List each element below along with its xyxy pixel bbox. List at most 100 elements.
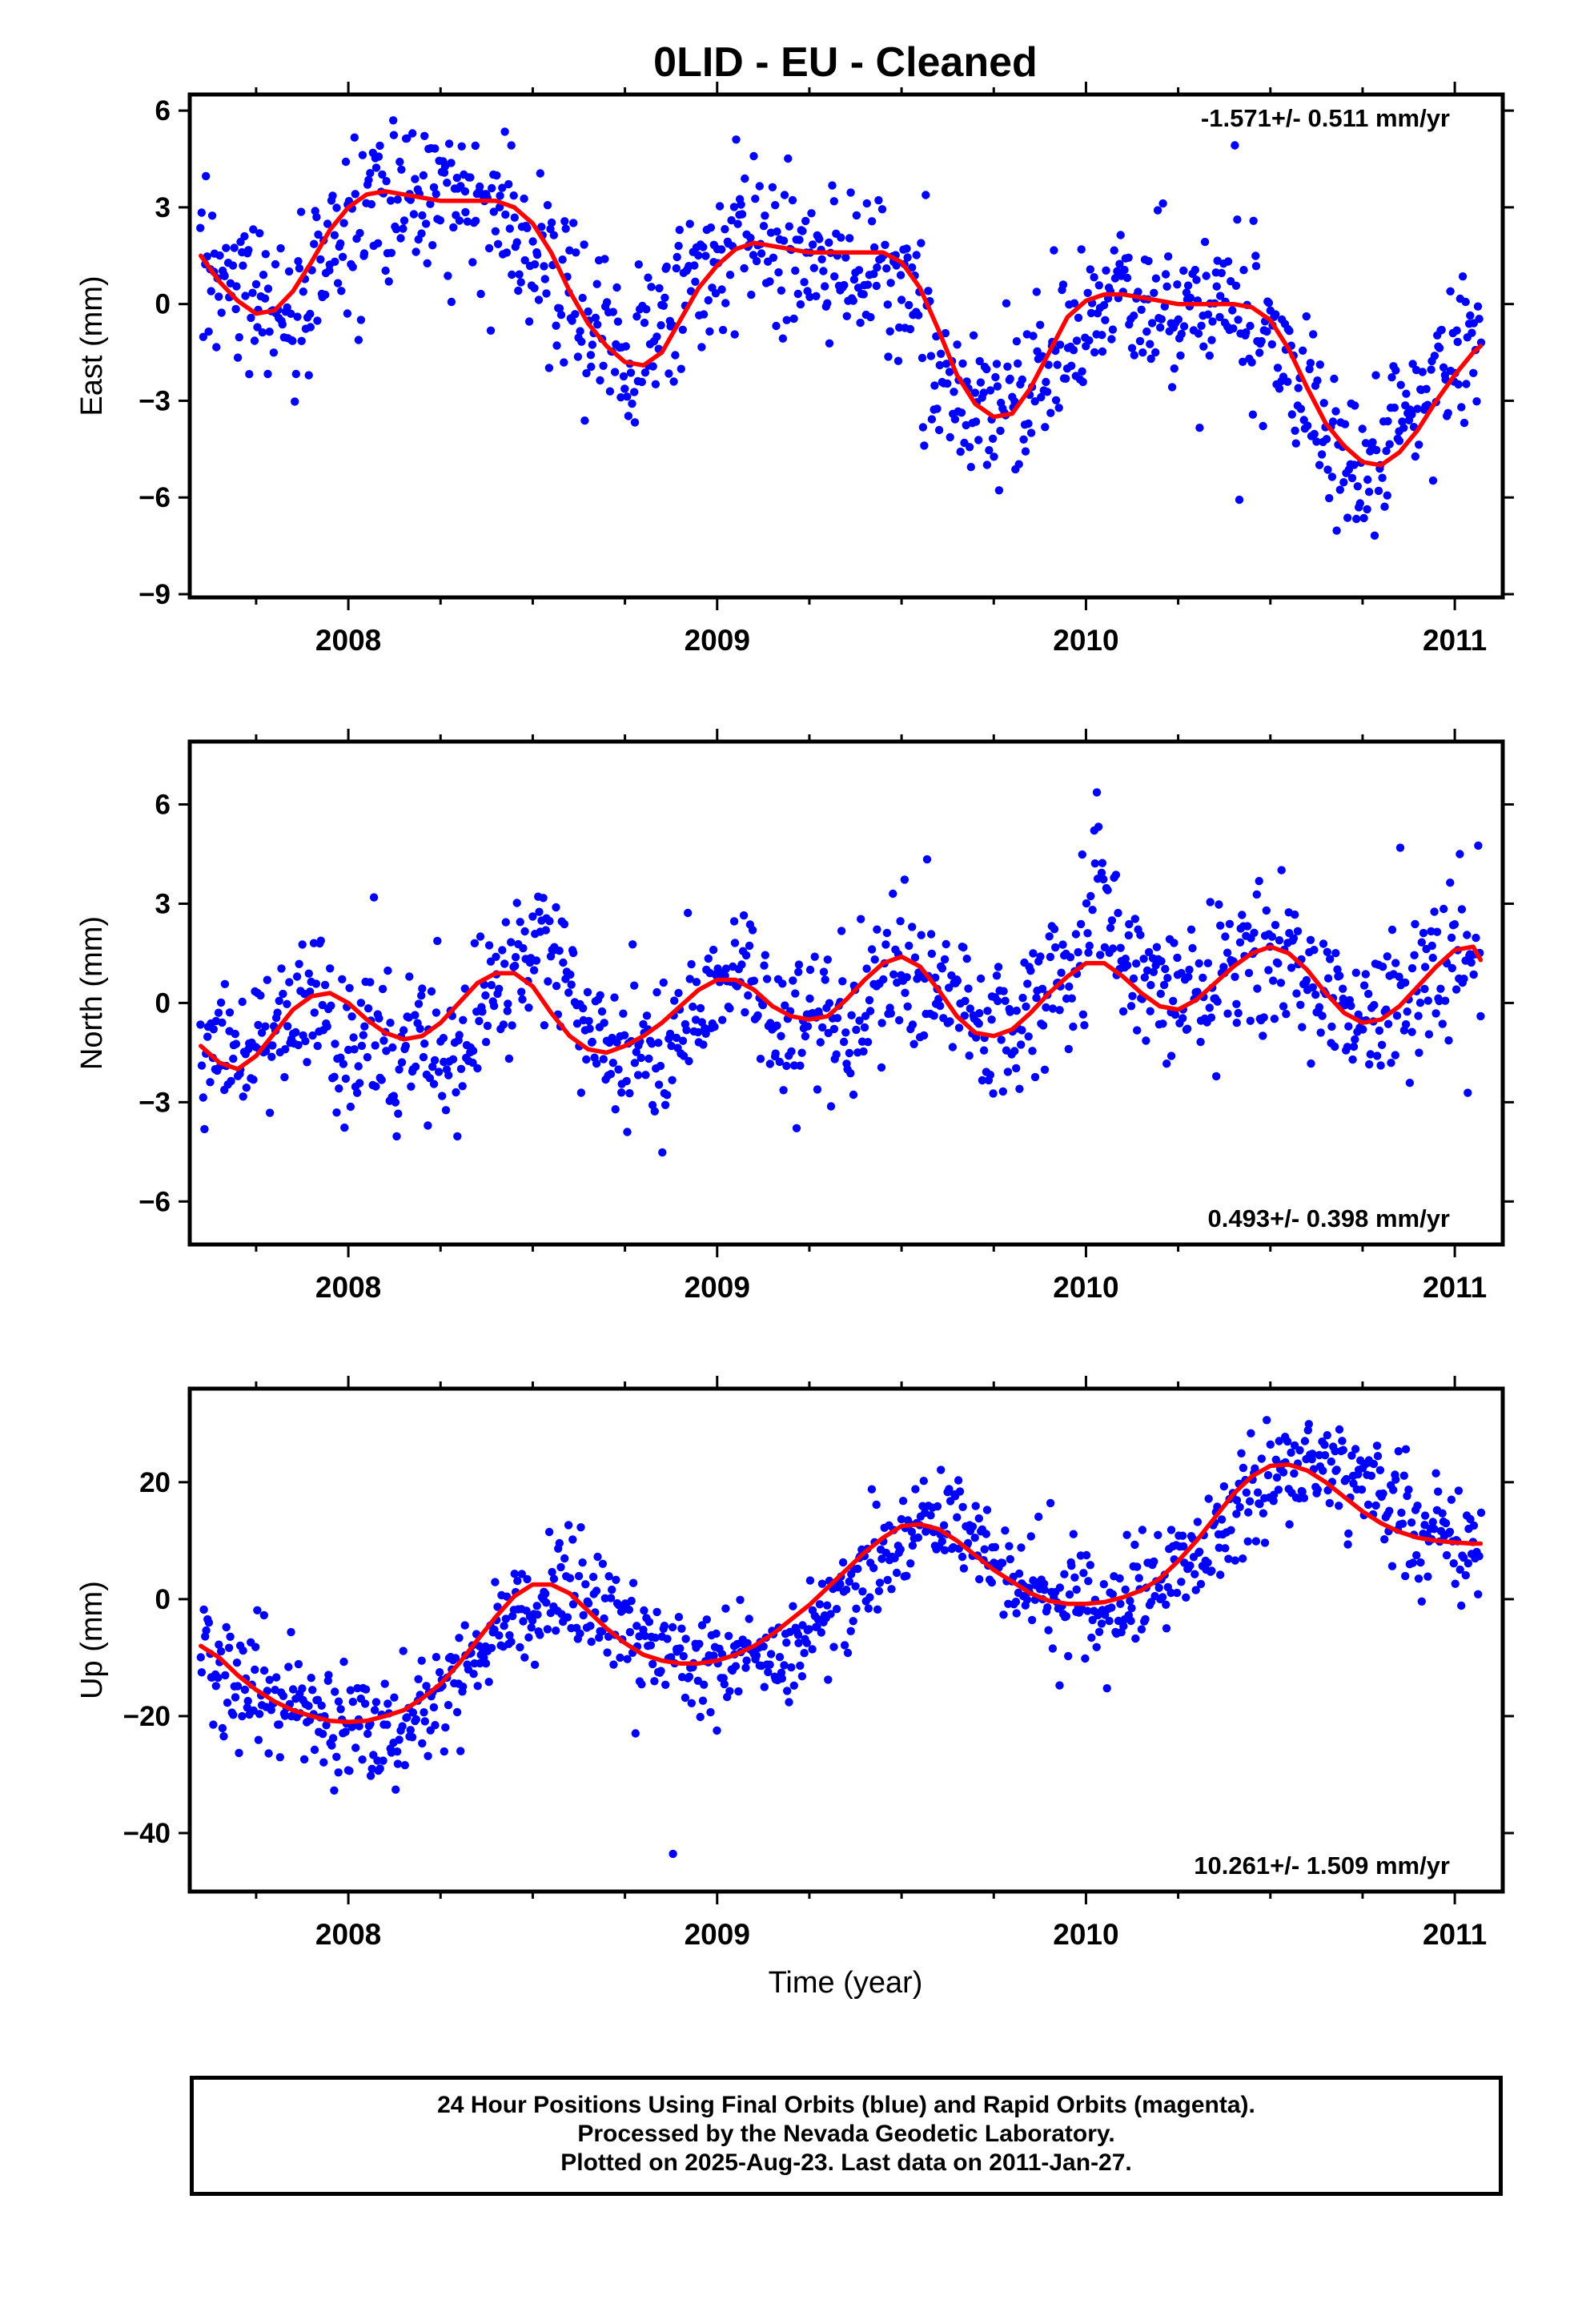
data-point bbox=[441, 1106, 451, 1115]
data-point bbox=[1326, 955, 1335, 963]
data-point bbox=[444, 139, 454, 148]
data-point bbox=[630, 1059, 640, 1068]
data-point bbox=[1163, 974, 1172, 983]
data-point bbox=[1086, 265, 1095, 274]
data-point bbox=[781, 1001, 789, 1010]
data-point bbox=[441, 1723, 450, 1732]
data-point bbox=[1114, 1616, 1123, 1626]
data-point bbox=[1174, 315, 1183, 324]
data-point bbox=[240, 231, 249, 241]
data-point bbox=[1215, 1543, 1223, 1552]
data-point bbox=[216, 1647, 226, 1656]
data-point bbox=[1437, 325, 1446, 335]
data-point bbox=[396, 234, 405, 243]
data-point bbox=[1070, 299, 1079, 308]
data-point bbox=[536, 1630, 544, 1639]
data-point bbox=[996, 426, 1005, 436]
data-point bbox=[887, 1585, 896, 1594]
data-point bbox=[401, 1041, 410, 1051]
data-point bbox=[1088, 1615, 1097, 1625]
data-point bbox=[718, 325, 728, 335]
data-point bbox=[892, 1568, 901, 1578]
data-point bbox=[805, 292, 814, 301]
data-point bbox=[1111, 870, 1121, 879]
data-point bbox=[709, 945, 718, 955]
data-point bbox=[1162, 1600, 1170, 1610]
data-point bbox=[336, 1705, 345, 1714]
data-point bbox=[539, 894, 548, 903]
data-point bbox=[229, 1711, 238, 1719]
data-point bbox=[592, 1586, 601, 1595]
data-point bbox=[933, 404, 942, 413]
data-point bbox=[627, 1596, 636, 1606]
data-point bbox=[556, 311, 566, 320]
data-point bbox=[1257, 1454, 1267, 1463]
data-point bbox=[408, 1733, 417, 1742]
data-point bbox=[1439, 363, 1448, 372]
data-point bbox=[1299, 1494, 1309, 1502]
data-point bbox=[392, 1132, 401, 1141]
data-point bbox=[619, 372, 628, 381]
data-point bbox=[277, 964, 286, 973]
data-point bbox=[1348, 1055, 1357, 1064]
data-point bbox=[1086, 1561, 1095, 1570]
data-point bbox=[1083, 1606, 1092, 1615]
data-point bbox=[1188, 943, 1197, 953]
data-point bbox=[783, 1687, 792, 1695]
data-point bbox=[1088, 906, 1097, 915]
data-point bbox=[882, 928, 892, 938]
data-point bbox=[501, 210, 510, 219]
data-point bbox=[1383, 491, 1392, 500]
data-point bbox=[1012, 1063, 1021, 1073]
data-point bbox=[1401, 1571, 1410, 1581]
data-point bbox=[1355, 499, 1365, 508]
data-point bbox=[508, 270, 516, 279]
data-point bbox=[199, 332, 208, 341]
data-point bbox=[472, 216, 480, 225]
data-point bbox=[255, 229, 264, 238]
data-point bbox=[1380, 1535, 1389, 1544]
data-point bbox=[211, 1682, 220, 1691]
data-point bbox=[832, 1050, 841, 1059]
data-point bbox=[1466, 1514, 1475, 1524]
data-point bbox=[586, 1622, 595, 1630]
data-point bbox=[646, 1641, 656, 1650]
data-point bbox=[1438, 1509, 1447, 1518]
data-point bbox=[563, 1613, 572, 1622]
data-point bbox=[794, 960, 804, 969]
data-point bbox=[280, 1711, 290, 1720]
data-point bbox=[1343, 513, 1352, 522]
data-point bbox=[1271, 310, 1280, 319]
data-point bbox=[998, 1087, 1008, 1096]
data-point bbox=[414, 999, 424, 1008]
data-point bbox=[226, 1632, 235, 1641]
data-point bbox=[943, 379, 952, 388]
data-point bbox=[265, 328, 274, 336]
data-point bbox=[837, 233, 845, 242]
data-point bbox=[1380, 502, 1389, 511]
data-point bbox=[341, 1074, 351, 1084]
data-point bbox=[1458, 272, 1468, 281]
data-point bbox=[1447, 1495, 1456, 1504]
data-point bbox=[214, 1008, 223, 1017]
data-point bbox=[348, 1697, 357, 1707]
data-point bbox=[986, 1071, 995, 1080]
data-point bbox=[232, 282, 241, 291]
data-point bbox=[630, 388, 639, 396]
data-point bbox=[578, 1558, 587, 1567]
data-point bbox=[429, 1080, 439, 1088]
data-point bbox=[1161, 270, 1170, 279]
data-point bbox=[652, 332, 661, 341]
data-point bbox=[430, 1055, 440, 1065]
data-point bbox=[395, 1735, 404, 1744]
data-point bbox=[418, 211, 427, 220]
data-point bbox=[250, 336, 259, 345]
data-point bbox=[487, 980, 496, 990]
data-point bbox=[564, 988, 573, 997]
data-point bbox=[1055, 340, 1065, 349]
data-point bbox=[524, 1003, 533, 1012]
data-point bbox=[1105, 1616, 1114, 1626]
data-point bbox=[1239, 1463, 1248, 1473]
data-point bbox=[552, 321, 560, 330]
data-point bbox=[1108, 325, 1118, 334]
